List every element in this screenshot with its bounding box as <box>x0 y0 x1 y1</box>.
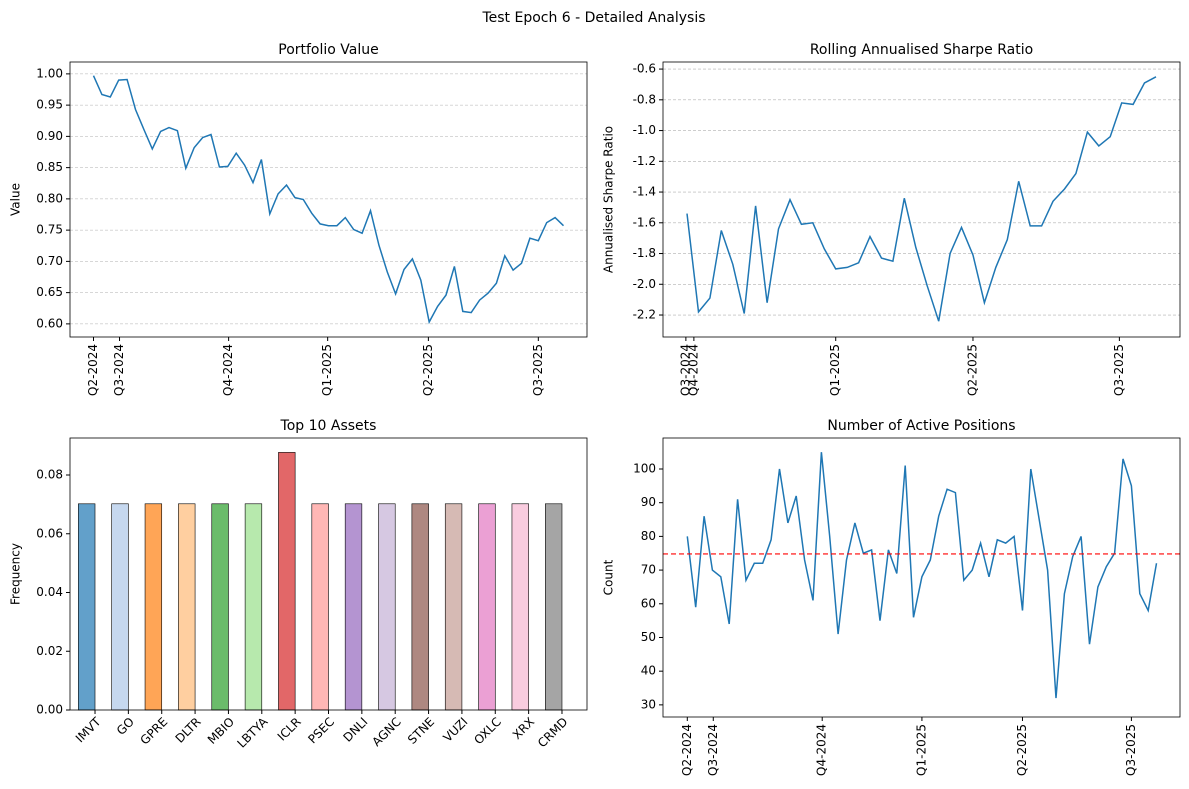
chart-title: Top 10 Assets <box>280 418 377 434</box>
y-axis-label: Frequency <box>9 543 23 605</box>
x-tick-label: Q3-2025 <box>531 344 545 396</box>
y-tick-label: -0.6 <box>633 62 656 76</box>
y-tick-label: 0.95 <box>36 98 63 112</box>
x-tick-label: LBTYA <box>234 714 271 751</box>
line-series <box>686 76 1157 322</box>
line-series <box>686 452 1158 699</box>
bar <box>211 503 229 711</box>
y-tick-label: 0.02 <box>36 644 63 658</box>
bar <box>244 503 263 711</box>
y-tick-label: 0.00 <box>36 703 63 717</box>
x-tick-label: Q1-2025 <box>320 344 334 396</box>
y-tick-label: 0.04 <box>36 585 63 599</box>
y-tick-label: 0.06 <box>36 526 63 540</box>
figure-title: Test Epoch 6 - Detailed Analysis <box>481 10 705 26</box>
x-tick-label: VUZI <box>440 715 470 745</box>
x-tick-label: Q2-2025 <box>421 344 435 396</box>
x-tick-label: IMVT <box>73 714 104 745</box>
x-tick-label: Q4-2024 <box>815 724 829 776</box>
y-tick-label: 80 <box>641 529 656 543</box>
plot-frame <box>69 437 588 711</box>
bar <box>511 503 529 711</box>
x-tick-label: XRX <box>510 715 537 742</box>
x-tick-label: GO <box>114 715 137 738</box>
y-tick-label: 100 <box>633 462 656 476</box>
x-tick-label: Q3-2025 <box>1124 724 1138 776</box>
x-tick-label: CRMD <box>535 715 571 751</box>
x-tick-label: STNE <box>405 715 437 747</box>
y-tick-label: -1.2 <box>633 154 656 168</box>
plot-frame <box>662 437 1181 718</box>
y-tick-label: 0.90 <box>36 129 63 143</box>
x-tick-label: Q1-2025 <box>914 724 928 776</box>
y-axis-label: Value <box>9 183 23 216</box>
x-tick-label: Q1-2025 <box>828 344 842 396</box>
bar <box>78 503 96 711</box>
chart-title: Rolling Annualised Sharpe Ratio <box>810 42 1033 58</box>
x-tick-label: Q2-2025 <box>1015 724 1029 776</box>
y-tick-label: 90 <box>641 495 656 509</box>
bar <box>545 503 563 711</box>
x-tick-label: Q3-2024 <box>112 344 126 396</box>
y-axis-label: Annualised Sharpe Ratio <box>602 126 616 273</box>
x-tick-label: DNLI <box>340 715 370 745</box>
x-tick-label: GPRE <box>137 715 170 748</box>
x-tick-label: Q4-2024 <box>686 344 700 396</box>
y-tick-label: -2.2 <box>633 308 656 322</box>
plot-frame <box>662 61 1181 338</box>
y-tick-label: 0.60 <box>36 316 63 330</box>
bar <box>144 503 163 711</box>
y-tick-label: 0.08 <box>36 468 63 482</box>
x-tick-label: OXLC <box>471 715 504 748</box>
x-tick-label: ICLR <box>275 715 304 744</box>
x-tick-label: PSEC <box>305 715 337 747</box>
bar <box>378 503 396 711</box>
x-tick-label: Q3-2024 <box>706 724 720 776</box>
bar <box>311 503 329 711</box>
bar <box>178 503 196 711</box>
y-tick-label: 0.80 <box>36 191 63 205</box>
x-tick-label: Q2-2024 <box>86 344 100 396</box>
y-tick-label: -1.0 <box>633 123 656 137</box>
x-tick-label: AGNC <box>369 715 403 749</box>
x-tick-label: Q2-2024 <box>680 724 694 776</box>
bar <box>344 503 363 711</box>
y-tick-label: 70 <box>641 563 656 577</box>
y-tick-label: 40 <box>641 664 656 678</box>
x-tick-label: DLTR <box>173 715 204 746</box>
y-tick-label: 60 <box>641 596 656 610</box>
x-tick-label: Q2-2025 <box>965 344 979 396</box>
y-tick-label: 0.85 <box>36 160 63 174</box>
x-tick-label: MBIO <box>205 715 237 747</box>
y-tick-label: -1.4 <box>633 185 656 199</box>
line-series <box>92 75 565 325</box>
plot-frame <box>69 61 588 338</box>
bar <box>411 503 429 711</box>
y-tick-label: -1.8 <box>633 246 656 260</box>
y-tick-label: 50 <box>641 630 656 644</box>
bar <box>444 503 463 711</box>
y-tick-label: 0.70 <box>36 254 63 268</box>
chart-title: Portfolio Value <box>278 42 379 58</box>
x-tick-label: Q3-2025 <box>1112 344 1126 396</box>
y-tick-label: -2.0 <box>633 277 656 291</box>
y-tick-label: 0.75 <box>36 223 63 237</box>
y-tick-label: 30 <box>641 697 656 711</box>
y-axis-label: Count <box>602 559 616 595</box>
x-tick-label: Q3-2024 <box>678 344 692 396</box>
bar <box>478 503 496 711</box>
x-tick-label: Q4-2024 <box>221 344 235 396</box>
bar <box>278 452 296 711</box>
bar <box>111 503 129 711</box>
y-tick-label: 1.00 <box>36 66 63 80</box>
chart-title: Number of Active Positions <box>827 418 1015 434</box>
y-tick-label: 0.65 <box>36 285 63 299</box>
y-tick-label: -0.8 <box>633 92 656 106</box>
y-tick-label: -1.6 <box>633 215 656 229</box>
